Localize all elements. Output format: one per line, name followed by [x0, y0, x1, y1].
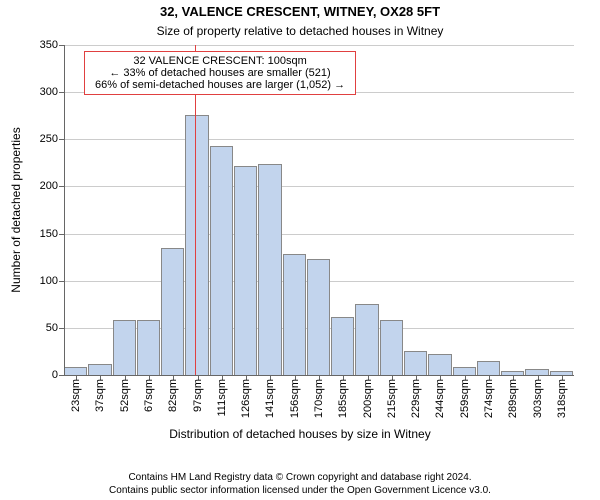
info-line-2: ← 33% of detached houses are smaller (52… [95, 67, 345, 79]
y-tick-label: 50 [46, 322, 64, 334]
bar [161, 248, 184, 375]
x-tick-label: 111sqm [216, 375, 228, 417]
x-tick-label: 185sqm [337, 375, 349, 418]
bar [234, 166, 257, 375]
bar [137, 320, 160, 375]
bar [355, 304, 378, 375]
x-axis-label: Distribution of detached houses by size … [0, 427, 600, 441]
y-axis-line [64, 45, 65, 375]
bar [113, 320, 136, 375]
info-line-3: 66% of semi-detached houses are larger (… [95, 79, 345, 91]
chart-title: 32, VALENCE CRESCENT, WITNEY, OX28 5FT [0, 4, 600, 19]
x-tick-label: 303sqm [532, 375, 544, 418]
bar [210, 146, 233, 375]
bar [453, 367, 476, 375]
x-tick-label: 67sqm [143, 375, 155, 412]
chart-subtitle: Size of property relative to detached ho… [0, 24, 600, 38]
x-tick-label: 141sqm [264, 375, 276, 418]
x-tick-label: 244sqm [434, 375, 446, 418]
chart-container: 32, VALENCE CRESCENT, WITNEY, OX28 5FT S… [0, 0, 600, 500]
x-tick-label: 170sqm [313, 375, 325, 418]
x-tick-label: 82sqm [167, 375, 179, 412]
bar [404, 351, 427, 375]
x-tick-label: 215sqm [386, 375, 398, 418]
y-tick-label: 350 [40, 39, 64, 51]
x-tick-label: 126sqm [240, 375, 252, 418]
bar [258, 164, 281, 375]
y-tick-label: 250 [40, 133, 64, 145]
x-tick-label: 318sqm [556, 375, 568, 418]
bar [185, 115, 208, 375]
x-tick-label: 37sqm [94, 375, 106, 412]
bar [331, 317, 354, 375]
grid-line [64, 45, 574, 46]
y-tick-label: 0 [52, 369, 64, 381]
x-tick-label: 52sqm [119, 375, 131, 412]
footer: Contains HM Land Registry data © Crown c… [0, 471, 600, 497]
bar [64, 367, 87, 375]
bar [283, 254, 306, 375]
y-tick-label: 200 [40, 180, 64, 192]
footer-line-2: Contains public sector information licen… [0, 484, 600, 497]
x-tick-label: 97sqm [192, 375, 204, 412]
x-tick-label: 274sqm [483, 375, 495, 418]
x-tick-label: 156sqm [289, 375, 301, 418]
bar [380, 320, 403, 375]
bar [307, 259, 330, 375]
grid-line [64, 139, 574, 140]
info-line-1: 32 VALENCE CRESCENT: 100sqm [95, 55, 345, 67]
x-tick-label: 289sqm [507, 375, 519, 418]
bar [88, 364, 111, 375]
x-tick-label: 200sqm [362, 375, 374, 418]
info-box: 32 VALENCE CRESCENT: 100sqm ← 33% of det… [84, 51, 356, 95]
grid-line [64, 234, 574, 235]
y-tick-label: 300 [40, 86, 64, 98]
x-tick-label: 23sqm [70, 375, 82, 412]
x-axis-line [64, 375, 574, 376]
y-tick-label: 150 [40, 228, 64, 240]
grid-line [64, 186, 574, 187]
x-tick-label: 259sqm [459, 375, 471, 418]
bar [477, 361, 500, 375]
x-tick-label: 229sqm [410, 375, 422, 418]
bar [428, 354, 451, 375]
y-tick-label: 100 [40, 275, 64, 287]
y-axis-label: Number of detached properties [9, 127, 23, 292]
footer-line-1: Contains HM Land Registry data © Crown c… [0, 471, 600, 484]
